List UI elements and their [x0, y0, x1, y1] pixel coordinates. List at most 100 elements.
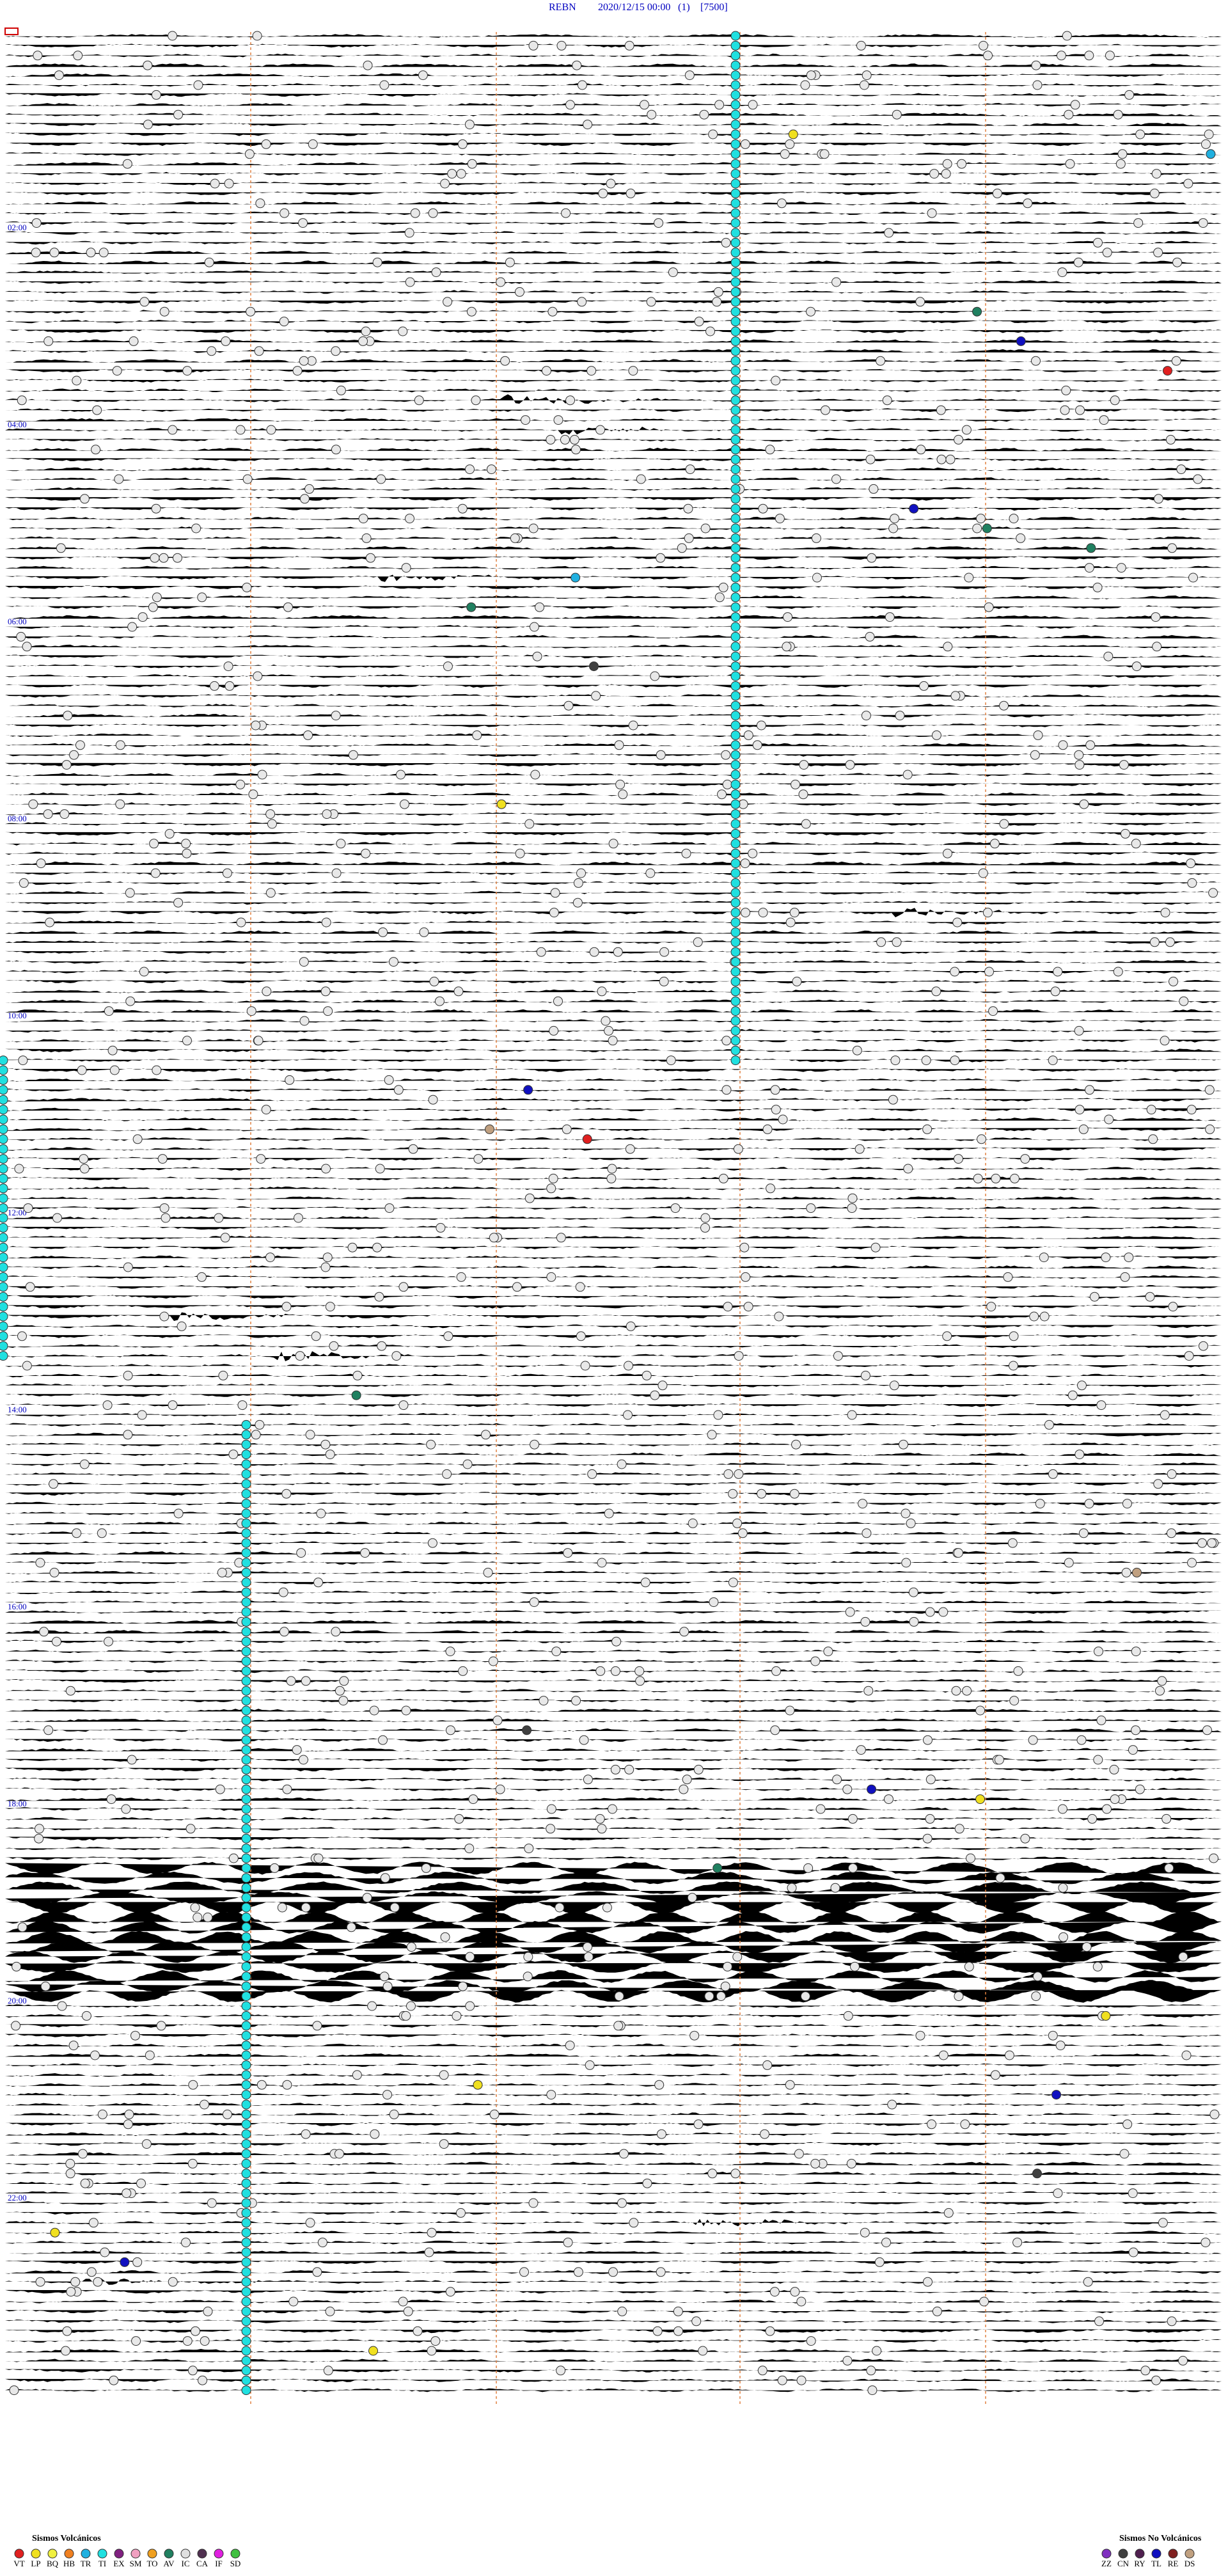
event-marker — [149, 839, 159, 849]
event-marker — [256, 1154, 266, 1164]
trace — [5, 536, 1222, 541]
trace — [5, 1600, 1222, 1604]
event-marker — [546, 1824, 556, 1834]
trace — [5, 251, 1222, 255]
tremor-marker — [241, 2326, 251, 2336]
event-marker — [473, 1154, 484, 1164]
tremor-marker — [730, 868, 741, 878]
event-marker — [1205, 1124, 1215, 1134]
event-marker — [982, 908, 993, 918]
event-marker — [305, 2218, 315, 2228]
event-marker — [950, 691, 961, 701]
event-marker — [1131, 1725, 1141, 1735]
event-marker — [228, 1450, 239, 1460]
event-marker — [1102, 248, 1112, 258]
event-marker — [546, 434, 556, 445]
event-marker — [261, 139, 271, 149]
event-marker — [458, 1666, 468, 1676]
event-marker — [305, 1430, 315, 1440]
event-marker — [898, 1439, 908, 1450]
legend-swatch — [1101, 2548, 1112, 2559]
event-marker — [668, 267, 678, 278]
legend-swatch — [97, 2548, 107, 2559]
event-marker — [1151, 2375, 1161, 2385]
event-marker — [1131, 1567, 1142, 1577]
trace — [5, 329, 1222, 333]
event-marker — [139, 967, 149, 977]
event-marker — [182, 366, 193, 376]
event-marker — [1032, 2169, 1043, 2179]
event-marker — [806, 70, 816, 81]
event-marker — [190, 1902, 200, 1913]
time-label: 16:00 — [8, 1602, 27, 1611]
event-marker — [70, 2277, 81, 2287]
tremor-marker — [730, 228, 741, 238]
tremor-marker — [0, 1252, 8, 1263]
event-marker — [1074, 1105, 1085, 1115]
event-marker — [1028, 1735, 1038, 1745]
tremor-marker — [241, 2178, 251, 2188]
event-marker — [791, 1439, 801, 1450]
event-marker — [265, 1252, 276, 1263]
tremor-marker — [241, 2346, 251, 2356]
event-marker — [28, 799, 38, 809]
event-marker — [203, 1912, 213, 1922]
event-marker — [608, 839, 618, 849]
trace — [5, 1351, 1222, 1361]
event-marker — [1178, 2355, 1188, 2366]
time-label: 18:00 — [8, 1799, 27, 1808]
event-marker — [283, 602, 293, 612]
event-marker — [972, 306, 982, 317]
tremor-marker — [241, 1922, 251, 1932]
event-marker — [687, 1893, 697, 1903]
event-marker — [182, 848, 192, 858]
legend-code: TR — [81, 2559, 91, 2568]
event-marker — [847, 1410, 857, 1420]
tremor-marker — [730, 395, 741, 406]
event-marker — [347, 1242, 358, 1252]
time-label: 22:00 — [8, 2193, 27, 2202]
event-marker — [1120, 1272, 1130, 1282]
event-marker — [876, 356, 886, 366]
event-marker — [530, 1439, 540, 1450]
event-marker — [906, 1518, 916, 1528]
event-marker — [915, 297, 925, 307]
event-marker — [80, 2178, 90, 2188]
legend-swatch — [1135, 2548, 1145, 2559]
tremor-marker — [241, 1666, 251, 1676]
event-marker — [1160, 1036, 1170, 1046]
trace — [5, 2270, 1222, 2274]
event-marker — [321, 1164, 331, 1174]
tremor-marker — [730, 779, 741, 789]
trace — [5, 162, 1222, 166]
event-marker — [972, 523, 982, 533]
trace — [5, 2329, 1222, 2334]
legend-swatch — [1118, 2548, 1128, 2559]
trace — [5, 1078, 1222, 1082]
event-marker — [255, 1419, 265, 1430]
event-marker — [639, 100, 649, 110]
tremor-marker — [0, 1242, 8, 1252]
event-marker — [887, 2099, 897, 2110]
trace — [5, 1960, 1222, 1973]
event-marker — [791, 779, 801, 789]
event-marker — [445, 1647, 455, 1657]
event-marker — [922, 1124, 933, 1134]
tremor-marker — [241, 2198, 251, 2208]
event-marker — [156, 2021, 166, 2031]
tremor-marker — [241, 1656, 251, 1666]
legend-code: ZZ — [1101, 2559, 1112, 2568]
event-marker — [22, 642, 32, 652]
event-marker — [292, 1745, 302, 1755]
trace — [5, 2132, 1222, 2137]
event-marker — [821, 405, 831, 415]
event-marker — [393, 1085, 404, 1095]
event-marker — [253, 671, 263, 681]
event-marker — [869, 484, 879, 494]
trace — [5, 1590, 1222, 1595]
legend-title: Sismos Volcánicos — [32, 2534, 101, 2543]
event-marker — [766, 1183, 776, 1194]
tremor-marker — [730, 848, 741, 858]
event-marker — [262, 986, 272, 997]
